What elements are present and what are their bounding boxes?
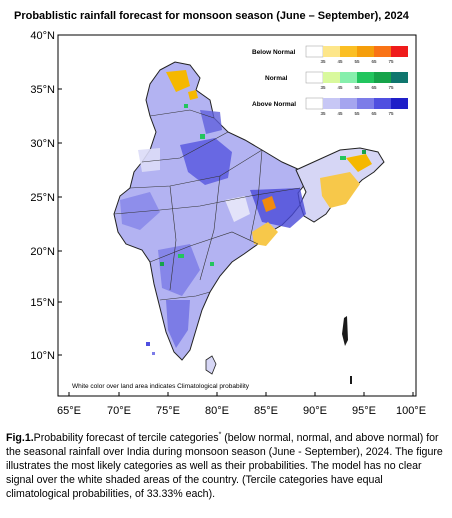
lon-label-90: 90°E — [303, 405, 327, 417]
legend-normal-level-35: 35 — [320, 85, 326, 90]
figure-caption: Fig.1.Probability forecast of tercile ca… — [6, 431, 446, 501]
lat-label-15: 15°N — [30, 297, 55, 309]
lon-label-75: 75°E — [156, 405, 180, 417]
legend-below-level-75: 75 — [388, 59, 394, 64]
legend-normal-level-75: 75 — [388, 85, 394, 90]
lat-label-40: 40°N — [30, 30, 55, 42]
legend-below-level-55: 55 — [354, 59, 360, 64]
legend-below-level-45: 45 — [337, 59, 343, 64]
india-landmass — [113, 61, 385, 384]
lon-label-80: 80°E — [205, 405, 229, 417]
lon-label-65: 65°E — [57, 405, 81, 417]
lon-label-85: 85°E — [254, 405, 278, 417]
lon-ticks — [68, 392, 414, 396]
legend-above-level-75: 75 — [388, 111, 394, 116]
legend-normal-swatches — [305, 71, 408, 84]
legend-above-level-55: 55 — [354, 111, 360, 116]
legend-above-normal-swatches — [305, 97, 408, 110]
legend-below-level-65: 65 — [371, 59, 377, 64]
map-title: Probablistic rainfall forecast for monso… — [14, 10, 409, 22]
legend-normal-level-45: 45 — [337, 85, 343, 90]
legend-normal-label: Normal — [265, 75, 288, 82]
lat-ticks — [58, 34, 62, 356]
lat-label-25: 25°N — [30, 192, 55, 204]
map-legend: Below Normal 35 45 55 65 75 Normal 3 — [248, 40, 410, 118]
lon-label-70: 70°E — [107, 405, 131, 417]
legend-above-level-65: 65 — [371, 111, 377, 116]
caption-prefix: Fig.1. — [6, 432, 34, 444]
caption-sup: * — [218, 431, 222, 439]
forecast-map: 40°N 35°N 30°N 25°N 20°N 15°N 10°N 65°E … — [30, 30, 426, 417]
caption-part2: (below normal, normal, and above normal)… — [6, 432, 443, 500]
legend-normal-level-55: 55 — [354, 85, 360, 90]
legend-below-normal-label: Below Normal — [252, 49, 296, 56]
legend-normal-level-65: 65 — [371, 85, 377, 90]
legend-below-normal-swatches — [305, 45, 408, 58]
map-footnote: White color over land area indicates Cli… — [72, 383, 250, 390]
lon-label-95: 95°E — [352, 405, 376, 417]
legend-above-level-35: 35 — [320, 111, 326, 116]
lon-label-100: 100°E — [396, 405, 426, 417]
lat-label-20: 20°N — [30, 246, 55, 258]
legend-below-level-35: 35 — [320, 59, 326, 64]
legend-above-normal-label: Above Normal — [252, 101, 296, 108]
caption-part1: Probability forecast of tercile categori… — [33, 432, 219, 444]
legend-above-level-45: 45 — [337, 111, 343, 116]
lat-label-30: 30°N — [30, 138, 55, 150]
lat-label-10: 10°N — [30, 350, 55, 362]
lat-label-35: 35°N — [30, 84, 55, 96]
